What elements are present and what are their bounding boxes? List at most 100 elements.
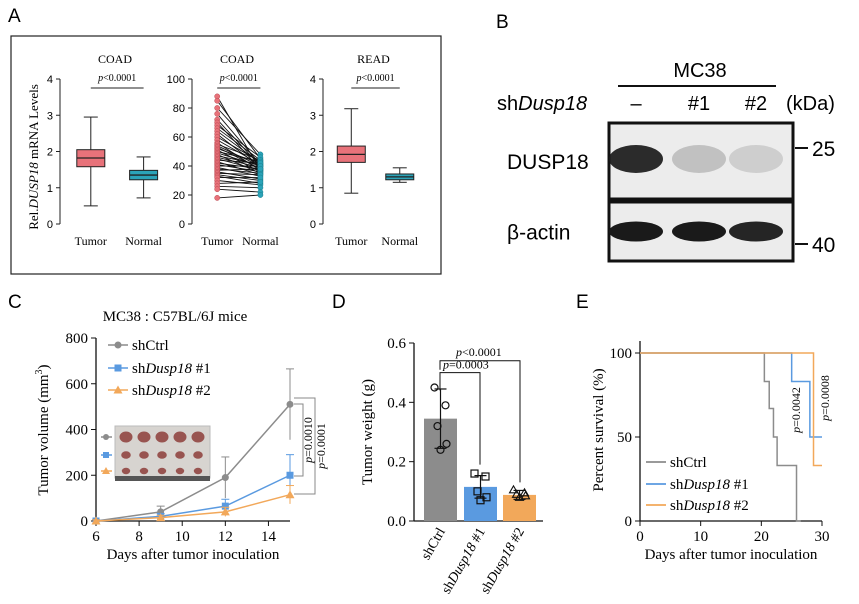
x-category-label: Tumor	[201, 234, 233, 248]
y-tick-label: 0.2	[387, 455, 406, 471]
y-tick-label: 200	[66, 468, 89, 484]
y-axis-label-prefix: Tumor volume (mm	[36, 374, 52, 495]
x-tick-label: 8	[135, 529, 143, 545]
p-value-1-italic: p	[301, 457, 315, 464]
legend-marker	[114, 364, 122, 372]
p-value-italic: p	[219, 73, 225, 84]
panel-label-d: D	[332, 292, 346, 313]
legend-label: shCtrl	[670, 455, 707, 471]
x-category-label: Tumor	[335, 234, 367, 248]
blot-1: DUSP18 25	[507, 121, 835, 201]
legend-label-gene: Dusp18	[682, 498, 730, 514]
paired-line	[217, 185, 261, 189]
data-point	[220, 507, 230, 516]
survival-curve-2	[640, 352, 822, 467]
y-tick-label: 3	[47, 110, 53, 122]
y-tick-label: 3	[310, 110, 316, 122]
data-point	[430, 383, 439, 392]
x-axis-label: Days after tumor inoculation	[645, 547, 818, 563]
legend-label-prefix: shCtrl	[670, 455, 707, 471]
tumor-specimen	[193, 451, 203, 459]
y-axis-label-suffix: )	[36, 364, 52, 369]
data-point	[285, 490, 295, 499]
paired-line	[217, 172, 261, 176]
paired-line	[216, 100, 261, 160]
y-tick-label: 4	[310, 74, 316, 86]
tumor-point	[214, 97, 221, 104]
tumor-point	[214, 105, 221, 111]
y-tick-label: 60	[173, 132, 185, 144]
normal-point	[257, 192, 264, 198]
legend-label-gene: Dusp18	[682, 477, 730, 493]
paired-line	[217, 143, 261, 161]
tumor-specimen	[119, 431, 133, 443]
x-tick-label: 10	[693, 529, 708, 545]
row-label-gene: Dusp18	[518, 93, 587, 115]
legend-marker	[113, 385, 123, 394]
data-point	[286, 400, 294, 408]
p-value-1: p=0.0042	[789, 387, 803, 434]
panel-label-e: E	[576, 292, 589, 313]
chart-title: READ	[357, 52, 390, 66]
marker-label: 25	[812, 138, 835, 161]
series-2	[91, 485, 295, 525]
data-point	[433, 421, 442, 431]
legend-label-prefix: sh	[670, 477, 684, 493]
x-category-label-prefix: shCtrl	[419, 525, 449, 562]
x-axis-label: Days after tumor inoculation	[107, 547, 280, 563]
y-tick-label: 0.6	[387, 336, 406, 352]
p-bracket-1	[439, 372, 481, 465]
legend-marker	[114, 341, 122, 349]
data-point	[514, 492, 525, 501]
data-point	[221, 474, 229, 482]
normal-point	[257, 179, 264, 185]
x-tick-label: 30	[815, 529, 830, 545]
legend-label-gene: Dusp18	[144, 361, 192, 377]
tumor-photo-inset	[101, 425, 211, 481]
y-tick-label: 0	[81, 514, 89, 530]
ylabel-prefix: Rel.	[26, 208, 41, 229]
ylabel-gene: DUSP18	[26, 162, 41, 210]
chart-title: MC38 : C57BL/6J mice	[103, 309, 248, 325]
data-point	[481, 472, 490, 481]
blot-band-lane-2	[672, 221, 726, 242]
blot-band-lane-1	[609, 221, 663, 242]
y-tick-label: 100	[167, 74, 185, 86]
data-point	[442, 439, 451, 448]
p-bracket-2	[294, 397, 316, 495]
y-tick-label: 0	[310, 219, 316, 231]
data-point	[511, 489, 522, 498]
lane-label-3: #2	[745, 93, 767, 115]
legend-label-suffix: #2	[730, 498, 749, 514]
p-value-2-value: <0.0001	[462, 345, 502, 359]
paired-line	[217, 168, 261, 171]
chart-title: COAD	[98, 52, 132, 66]
paired-line	[217, 152, 261, 167]
x-category-label: Normal	[381, 234, 418, 248]
paired-line	[217, 194, 261, 199]
y-tick-label: 50	[617, 430, 632, 446]
x-category-label: shCtrl	[419, 525, 449, 562]
photo-row-marker	[103, 452, 109, 458]
blot-label: β-actin	[507, 222, 570, 245]
lane-label-2: #1	[688, 93, 710, 115]
data-point	[508, 484, 519, 494]
tumor-specimen	[175, 451, 185, 459]
panel-a-chart-2: 0 20 40 60 80 100 COAD p<0.0001 Tumor Normal	[167, 52, 280, 248]
y-tick-label: 20	[173, 190, 185, 202]
bar-group-0: shCtrl	[419, 383, 457, 563]
row-label-sh: shDusp18	[497, 93, 587, 115]
series-line	[95, 403, 291, 522]
ylabel-suffix: mRNA Levels	[26, 84, 41, 162]
legend-label-suffix: #1	[730, 477, 749, 493]
y-tick-label: 400	[66, 423, 89, 439]
tumor-specimen	[157, 467, 167, 475]
legend-label-prefix: sh	[132, 361, 146, 377]
tumor-specimen	[155, 431, 169, 443]
tumor-specimen	[157, 451, 167, 459]
tumor-specimen	[193, 467, 203, 475]
p-bracket-1	[294, 403, 304, 477]
